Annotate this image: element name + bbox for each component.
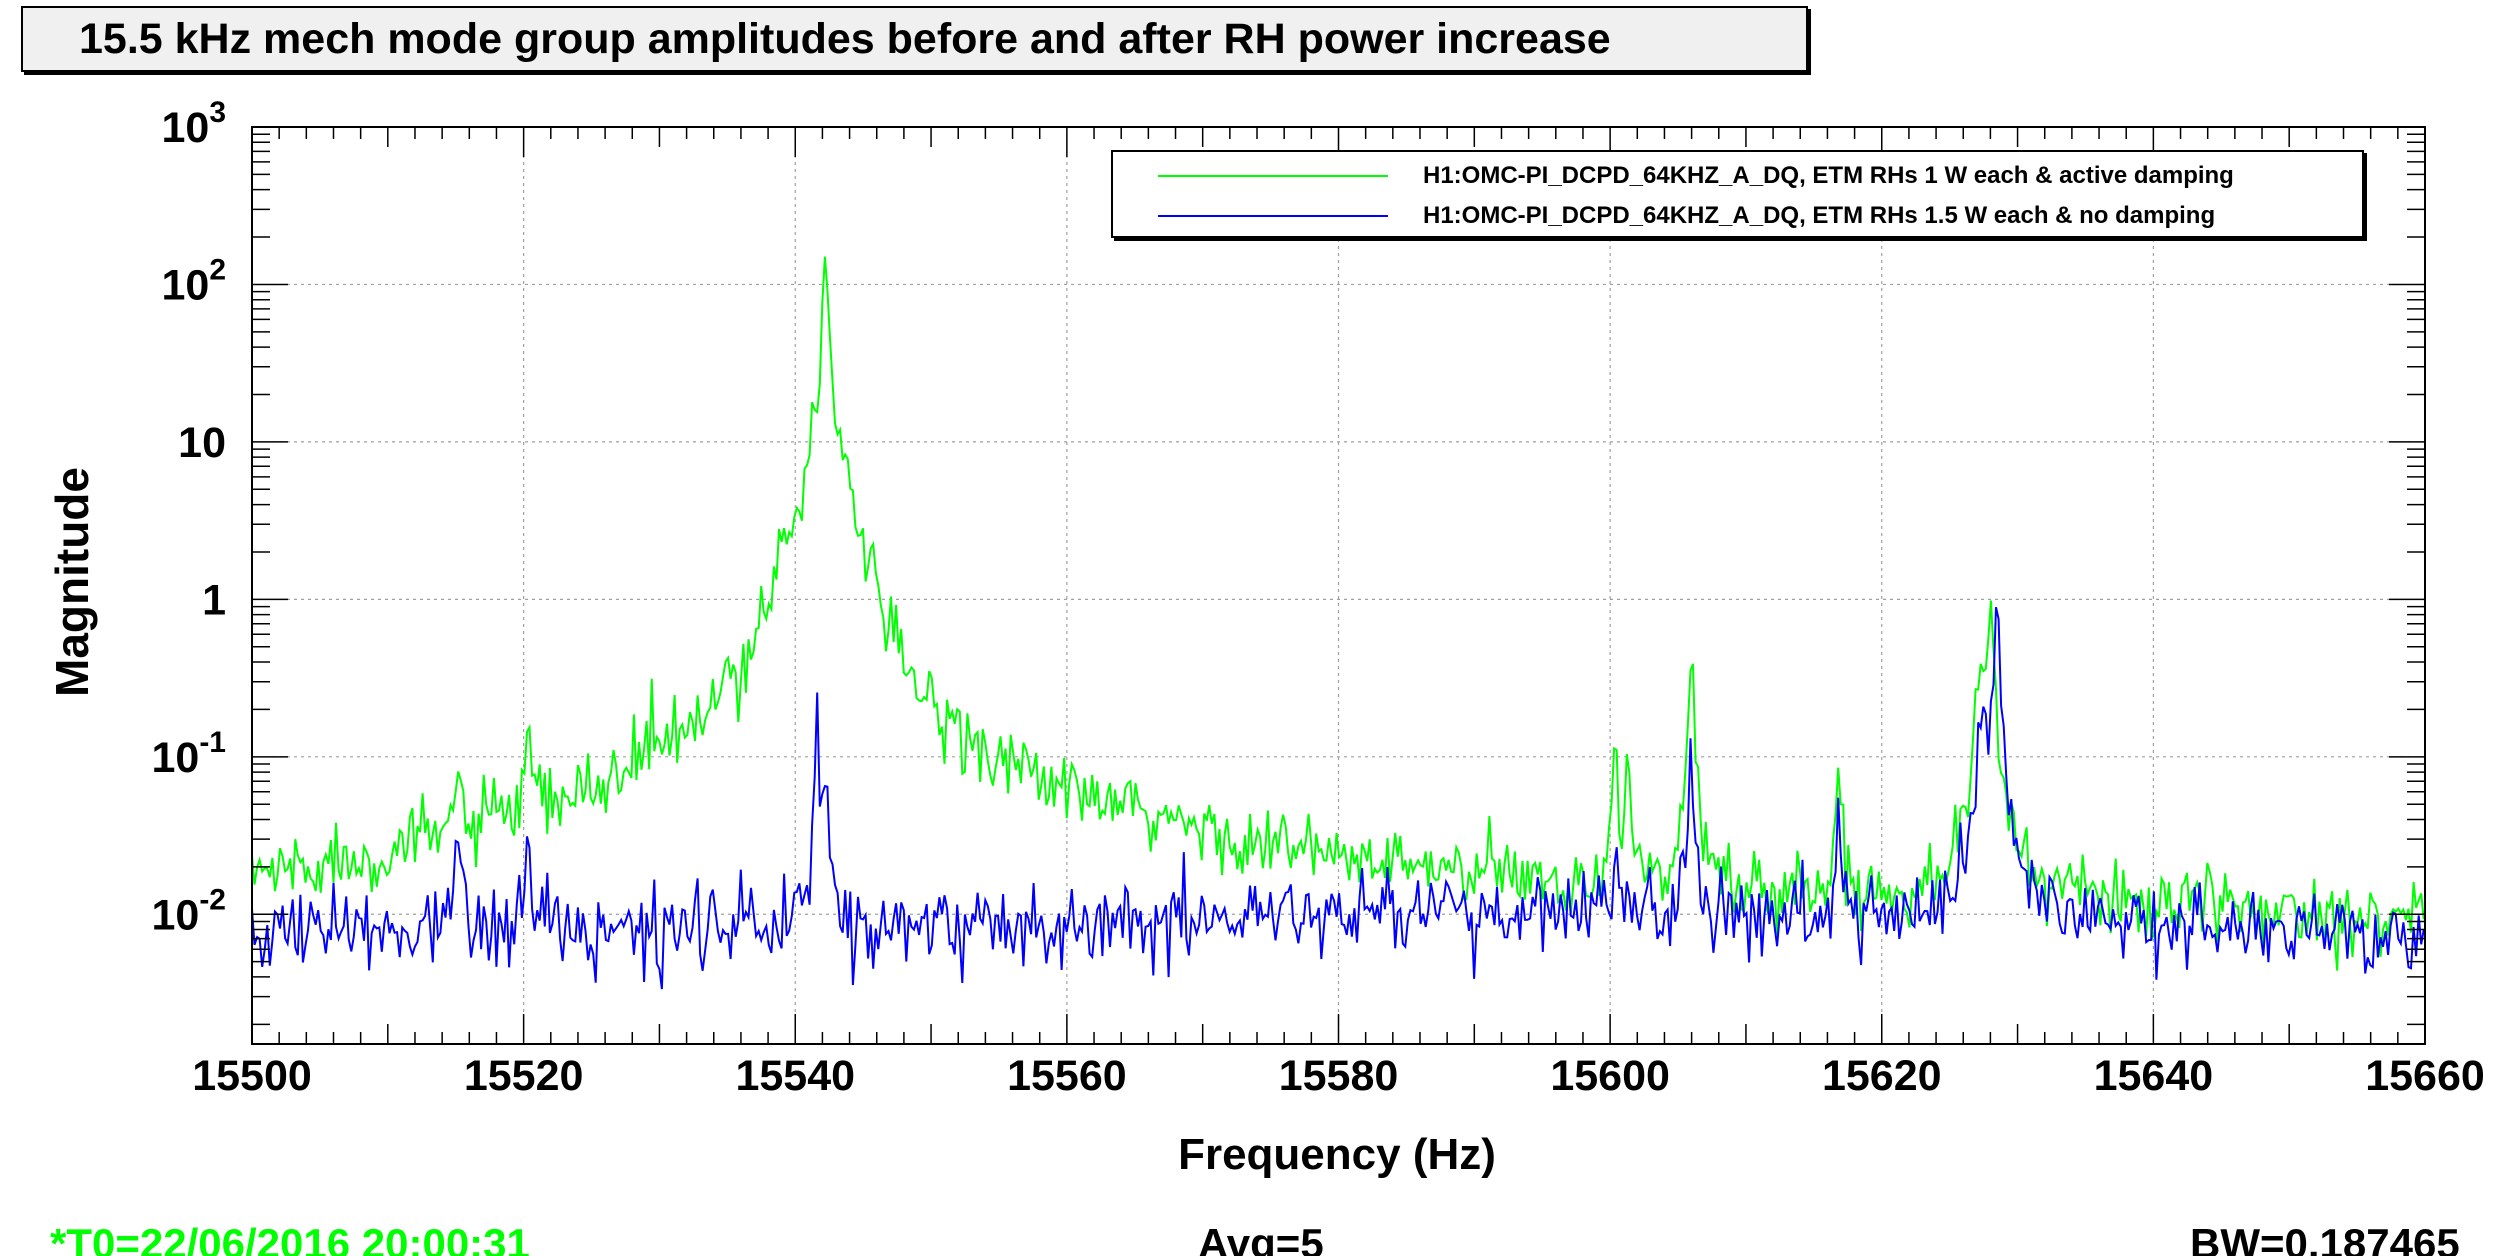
x-tick-label: 15500: [192, 1052, 312, 1100]
tick-label-layer: 15500 15520 15540 15560 15580 15600 15620 15640…: [151, 96, 2484, 1100]
series-layer: [251, 256, 2425, 990]
y-tick-label: 102: [161, 253, 226, 309]
legend-label-green: H1:OMC-PI_DCPD_64KHZ_A_DQ, ETM RHs 1 W e…: [1423, 162, 2234, 189]
footer-avg: Avg=5: [1198, 1220, 1324, 1256]
x-tick-label: 15520: [464, 1052, 584, 1100]
series-line-blue: [251, 606, 2425, 990]
x-tick-label: 15580: [1279, 1052, 1399, 1100]
footer-bw: BW=0.187465: [2190, 1220, 2460, 1256]
x-tick-label: 15600: [1550, 1052, 1670, 1100]
x-tick-label: 15640: [2094, 1052, 2214, 1100]
legend-entry-green: H1:OMC-PI_DCPD_64KHZ_A_DQ, ETM RHs 1 W e…: [1113, 156, 2362, 196]
legend: H1:OMC-PI_DCPD_64KHZ_A_DQ, ETM RHs 1 W e…: [1111, 150, 2364, 238]
y-tick-label: 1: [202, 576, 226, 624]
x-tick-label: 15560: [1007, 1052, 1127, 1100]
axis-layer: [251, 126, 2426, 1045]
y-tick-label: 10: [178, 419, 226, 467]
x-tick-label: 15540: [735, 1052, 855, 1100]
legend-swatch-green: [1158, 175, 1388, 177]
legend-entry-blue: H1:OMC-PI_DCPD_64KHZ_A_DQ, ETM RHs 1.5 W…: [1113, 196, 2362, 236]
y-tick-label: 10-2: [151, 883, 226, 939]
x-axis-label: Frequency (Hz): [1178, 1130, 1496, 1179]
legend-label-blue: H1:OMC-PI_DCPD_64KHZ_A_DQ, ETM RHs 1.5 W…: [1423, 202, 2216, 229]
x-tick-label: 15660: [2365, 1052, 2485, 1100]
x-tick-label: 15620: [1822, 1052, 1942, 1100]
y-tick-label: 103: [161, 96, 226, 152]
grid-layer: [252, 127, 2425, 1044]
series-line-green: [251, 256, 2425, 971]
chart-title: 15.5 kHz mech mode group amplitudes befo…: [21, 6, 1808, 72]
chart-title-text: 15.5 kHz mech mode group amplitudes befo…: [79, 14, 1611, 63]
y-tick-label: 10-1: [151, 726, 226, 782]
footer-t0: *T0=22/06/2016 20:00:31: [50, 1220, 530, 1256]
legend-swatch-blue: [1158, 215, 1388, 217]
y-axis-label: Magnitude: [46, 467, 98, 697]
